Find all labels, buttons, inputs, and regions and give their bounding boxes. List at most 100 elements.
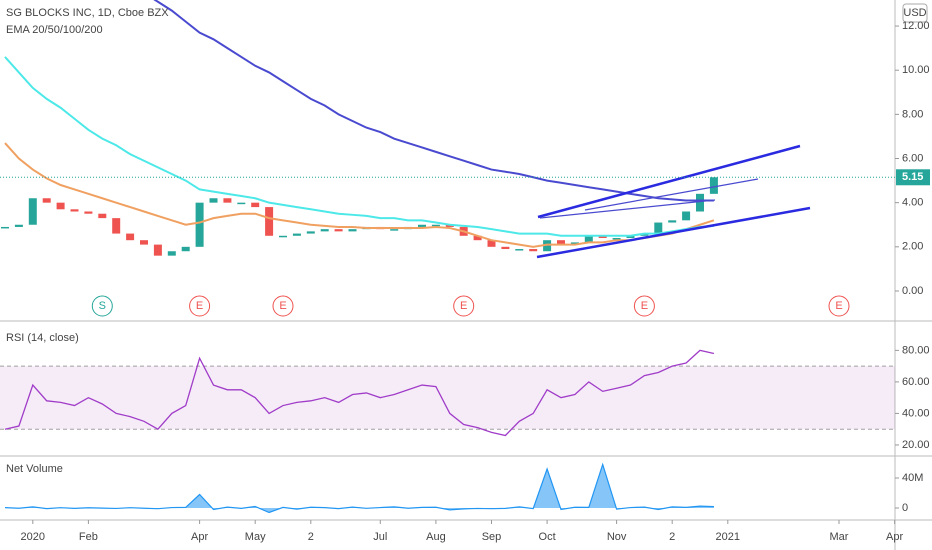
candle [84,211,93,214]
candle [167,251,176,256]
candle [598,235,607,238]
event-marker [633,295,655,317]
y-tick-label: 2.00 [902,241,923,253]
x-tick-label: Feb [79,531,98,543]
event-label: E [641,300,648,312]
x-tick-label: 2 [308,531,314,543]
candle [306,231,315,234]
volume-pane [4,462,714,514]
candle [612,237,621,240]
candle [14,224,23,227]
candle [557,240,565,245]
x-tick-label: Aug [426,531,446,543]
y-tick-label: 10.00 [902,64,930,76]
trend-line [536,206,811,259]
candle [28,198,37,225]
ema-line [4,56,714,237]
candle [445,224,454,227]
candle [515,249,524,251]
candle [431,224,440,227]
candle [42,198,51,203]
candle [696,193,704,212]
x-tick-label: Sep [482,531,502,543]
candle [709,177,718,194]
candle [334,229,343,232]
candle [265,207,274,236]
y-tick-label: 8.00 [902,108,923,120]
volume-label: Net Volume [6,463,63,475]
y-tick-label: 20.00 [902,439,930,451]
candle [473,235,482,241]
candle [668,220,677,223]
event-marker [272,295,294,317]
y-tick-label: 6.00 [902,152,923,164]
candle [98,213,107,219]
currency-box[interactable] [902,3,928,23]
candle [223,198,232,203]
candle [501,246,510,250]
event-label: E [835,300,842,312]
candle [279,235,287,238]
candle [237,202,246,205]
trend-line [539,199,716,219]
candle [682,211,691,221]
y-tick-label: 80.00 [902,344,930,356]
rsi-band [0,366,895,430]
trend-lines [536,144,811,259]
candle [181,246,190,252]
event-marker [91,295,113,317]
candle [640,233,649,236]
candle [654,222,663,234]
candle [626,235,635,238]
candle [153,244,162,256]
candle [126,233,135,241]
trend-line [537,144,801,219]
y-tick-label: 0 [902,502,908,514]
y-tick-label: 40.00 [902,407,930,419]
ema-line [153,0,714,202]
event-label: E [196,300,203,312]
last-price-box [896,169,930,186]
x-tick-label: Nov [607,531,627,543]
candle [209,198,218,203]
chart-title: SG BLOCKS INC, 1D, Cboe BZX [6,7,169,19]
x-tick-label: Jul [373,531,387,543]
x-tick-label: 2 [669,531,675,543]
x-tick-label: 2021 [716,531,740,543]
y-tick-label: 60.00 [902,376,930,388]
event-marker [189,295,211,317]
candle [543,240,552,252]
candle [320,229,329,232]
candle [56,202,65,210]
rsi-label: RSI (14, close) [6,332,79,344]
price-pane [1,0,718,256]
volume-line [4,462,714,514]
y-tick-label: 4.00 [902,197,923,209]
candle [1,226,9,229]
x-tick-label: Apr [191,531,208,543]
candle [70,209,79,212]
y-tick-label: 40M [902,472,923,484]
rsi-line [4,349,715,437]
candle [140,240,148,245]
candle [390,229,399,231]
x-tick-label: Apr [886,531,903,543]
candle [584,235,593,243]
candle [418,224,426,227]
event-label: E [460,300,467,312]
indicator-label: EMA 20/50/100/200 [6,24,103,36]
candle [529,249,538,252]
event-marker [453,295,475,317]
candle [251,202,260,208]
currency[interactable]: USD [903,7,926,19]
last-price-label: 5.15 [902,171,923,183]
x-tick-label: May [245,531,266,543]
y-tick-label: 12.00 [902,20,930,32]
trend-line [584,178,759,211]
y-tick-label: 0.00 [902,285,923,297]
ema-line [4,142,715,248]
event-label: S [99,300,106,312]
event-label: E [279,300,286,312]
